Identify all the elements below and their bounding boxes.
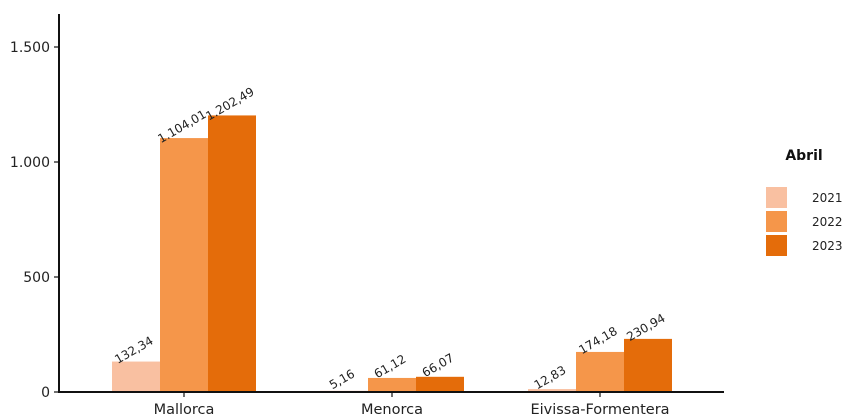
- data-label-eivissa-formentera-2021: 12,83: [532, 363, 569, 392]
- legend-swatch-2023: [766, 235, 787, 256]
- legend: Abril 2021 2022 2023: [766, 148, 843, 256]
- bar-menorca-2022: [368, 377, 416, 392]
- bar-menorca-2023: [416, 376, 464, 392]
- bar-eivissa-formentera-2023: [624, 338, 672, 392]
- y-tick-label-500: 500: [23, 270, 50, 286]
- y-tick-label-1000: 1.000: [10, 155, 50, 171]
- legend-title: Abril: [785, 148, 822, 164]
- x-tick-label-eivissa-formentera: Eivissa-Formentera: [530, 402, 669, 417]
- bar-mallorca-2021: [112, 361, 160, 392]
- legend-label-2021: 2021: [812, 191, 843, 205]
- legend-swatch-2022: [766, 211, 787, 232]
- x-tick-label-menorca: Menorca: [361, 402, 423, 417]
- bar-mallorca-2022: [160, 138, 208, 392]
- legend-swatch-2021: [766, 187, 787, 208]
- data-label-menorca-2023: 66,07: [420, 351, 457, 380]
- data-label-menorca-2022: 61,12: [372, 352, 409, 381]
- bar-eivissa-formentera-2022: [576, 351, 624, 392]
- data-label-menorca-2021: 5,16: [327, 367, 357, 392]
- bar-eivissa-formentera-2021: [528, 389, 576, 392]
- y-tick-label-0: 0: [41, 385, 50, 401]
- bars-group: [112, 115, 672, 392]
- bar-mallorca-2023: [208, 115, 256, 392]
- x-tick-label-mallorca: Mallorca: [154, 402, 215, 417]
- legend-label-2023: 2023: [812, 239, 843, 253]
- axes-group: 0 500 1.000 1.500 Mallorca Menorca Eivissa-For…: [10, 14, 724, 417]
- legend-label-2022: 2022: [812, 215, 843, 229]
- y-tick-label-1500: 1.500: [10, 40, 50, 56]
